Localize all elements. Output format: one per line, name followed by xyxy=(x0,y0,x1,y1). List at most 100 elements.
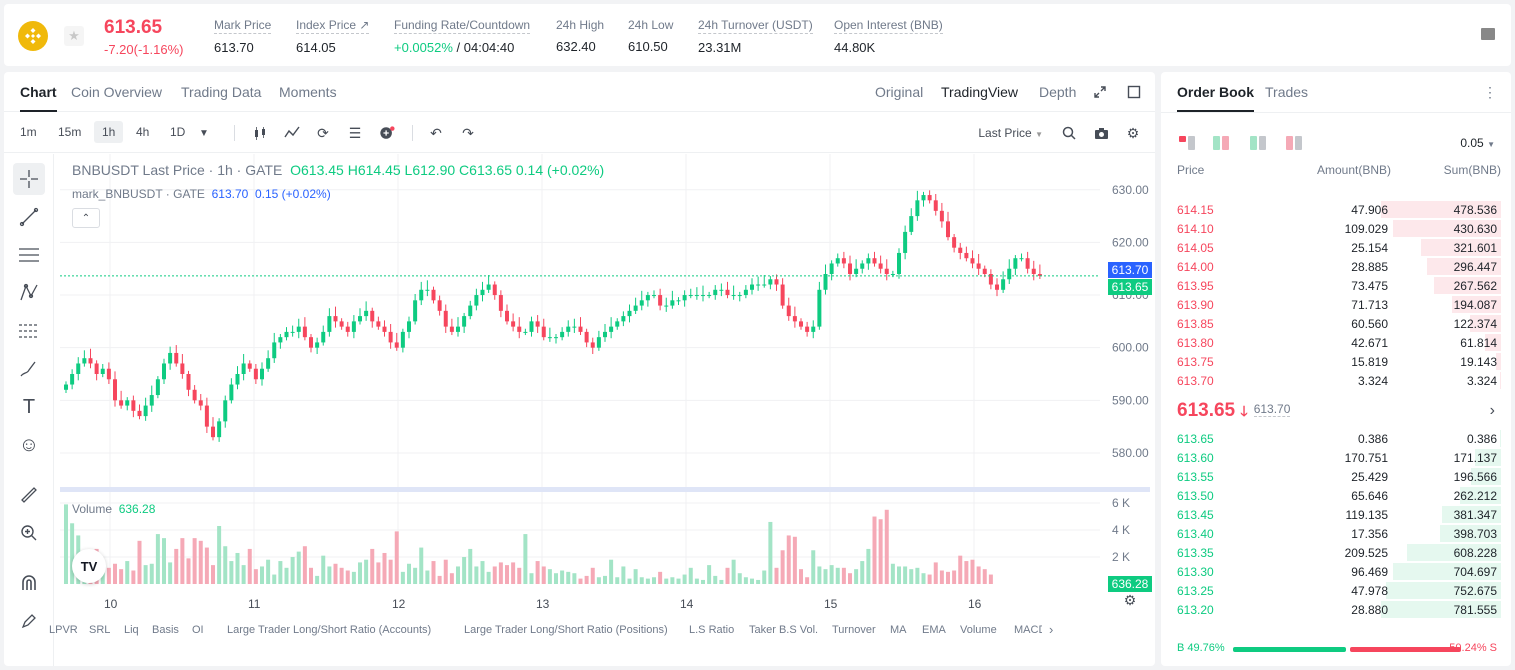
indicator-large-trader-accounts[interactable]: Large Trader Long/Short Ratio (Accounts) xyxy=(227,624,432,636)
bid-row[interactable]: 613.60 170.751 171.137 xyxy=(1161,448,1511,467)
bid-row[interactable]: 613.65 0.386 0.386 xyxy=(1161,429,1511,448)
timeframe-1d[interactable]: 1D xyxy=(170,125,186,139)
indicator-volume[interactable]: Volume xyxy=(960,624,997,636)
trend-line-icon[interactable] xyxy=(13,201,45,233)
chevron-right-icon[interactable]: › xyxy=(1489,402,1495,419)
guide-book-icon[interactable] xyxy=(1481,28,1495,40)
bid-row[interactable]: 613.50 65.646 262.212 xyxy=(1161,486,1511,505)
bid-row[interactable]: 613.30 96.469 704.697 xyxy=(1161,562,1511,581)
expand-icon[interactable] xyxy=(1092,84,1108,100)
ask-row[interactable]: 613.75 15.819 19.143 xyxy=(1161,352,1511,371)
more-menu-icon[interactable]: ⋮ xyxy=(1483,84,1497,100)
bid-row[interactable]: 613.40 17.356 398.703 xyxy=(1161,524,1511,543)
window-icon[interactable] xyxy=(1126,84,1142,100)
volume-bar xyxy=(315,575,320,584)
collapse-legend-button[interactable]: ⌃ xyxy=(72,208,100,228)
view-bids-icon[interactable] xyxy=(1250,136,1266,150)
stat-label[interactable]: Open Interest (BNB) xyxy=(834,18,943,34)
search-icon[interactable] xyxy=(1061,125,1077,141)
indicator-liq[interactable]: Liq xyxy=(124,624,139,636)
view-both-icon[interactable] xyxy=(1179,136,1195,150)
templates-icon[interactable]: ☰ xyxy=(348,124,362,141)
stat-label[interactable]: Index Price ↗ xyxy=(296,18,370,34)
indicator-taker-vol[interactable]: Taker B.S Vol. xyxy=(749,624,819,636)
stat-label[interactable]: 24h Turnover (USDT) xyxy=(698,18,813,34)
volume-bar xyxy=(174,548,179,584)
price-source-select[interactable]: Last Price ▼ xyxy=(978,126,1043,140)
indicator-turnover[interactable]: Turnover xyxy=(832,624,876,636)
bid-row[interactable]: 613.55 25.429 196.566 xyxy=(1161,467,1511,486)
mid-price[interactable]: 613.65 🡓 613.70 xyxy=(1177,400,1291,425)
tab-chart[interactable]: Chart xyxy=(20,84,57,112)
tick-size-select[interactable]: 0.05 ▼ xyxy=(1460,136,1495,150)
ruler-icon[interactable] xyxy=(13,479,45,511)
indicators-icon[interactable] xyxy=(284,125,300,141)
replay-icon[interactable]: ⟳ xyxy=(317,124,329,141)
tab-coin-overview[interactable]: Coin Overview xyxy=(71,84,163,100)
chevron-down-icon[interactable]: ▼ xyxy=(199,127,209,139)
ask-row[interactable]: 613.85 60.560 122.374 xyxy=(1161,314,1511,333)
emoji-icon[interactable]: ☺ xyxy=(18,433,40,456)
indicator-ls-ratio[interactable]: L.S Ratio xyxy=(689,624,735,636)
timeframe-4h[interactable]: 4h xyxy=(136,125,150,139)
ask-row[interactable]: 614.00 28.885 296.447 xyxy=(1161,257,1511,276)
indicator-srl[interactable]: SRL xyxy=(89,624,111,636)
magnet-icon[interactable] xyxy=(13,567,45,599)
timeframe-1m[interactable]: 1m xyxy=(20,125,37,139)
camera-icon[interactable] xyxy=(1093,125,1109,141)
brush-icon[interactable] xyxy=(13,353,45,385)
bid-row[interactable]: 613.35 209.525 608.228 xyxy=(1161,543,1511,562)
candle-type-icon[interactable] xyxy=(252,125,268,141)
redo-icon[interactable]: ↷ xyxy=(462,124,474,141)
stat-label[interactable]: Funding Rate/Countdown xyxy=(394,18,531,34)
tab-trading-data[interactable]: Trading Data xyxy=(181,84,262,100)
undo-icon[interactable]: ↶ xyxy=(430,124,442,141)
indicator-ma[interactable]: MA xyxy=(890,624,907,636)
view-original[interactable]: Original xyxy=(875,84,924,100)
ask-row[interactable]: 614.15 47.906 478.536 xyxy=(1161,200,1511,219)
indicator-large-trader-positions[interactable]: Large Trader Long/Short Ratio (Positions… xyxy=(464,624,668,636)
tab-trades[interactable]: Trades xyxy=(1265,84,1309,100)
add-alert-icon[interactable] xyxy=(379,125,395,141)
indicator-oi[interactable]: OI xyxy=(192,624,204,636)
settings-gear-icon[interactable]: ⚙ xyxy=(1126,124,1140,141)
zoom-in-icon[interactable] xyxy=(13,517,45,549)
ask-row[interactable]: 614.05 25.154 321.601 xyxy=(1161,238,1511,257)
chevron-right-icon[interactable]: › xyxy=(1049,622,1054,637)
view-asks-icon[interactable] xyxy=(1286,136,1302,150)
text-tool-icon[interactable]: T xyxy=(22,395,36,418)
candle xyxy=(88,358,93,364)
ask-row[interactable]: 614.10 109.029 430.630 xyxy=(1161,219,1511,238)
view-bids-asks-icon[interactable] xyxy=(1213,136,1229,150)
indicator-macd[interactable]: MACD xyxy=(1014,624,1042,636)
indicator-lpvr[interactable]: LPVR xyxy=(49,624,78,636)
bid-row[interactable]: 613.45 119.135 381.347 xyxy=(1161,505,1511,524)
bid-row[interactable]: 613.25 47.978 752.675 xyxy=(1161,581,1511,600)
candle xyxy=(848,263,852,274)
stat-label[interactable]: Mark Price xyxy=(214,18,272,34)
pattern-icon[interactable] xyxy=(13,277,45,309)
fib-icon[interactable] xyxy=(13,315,45,347)
view-tradingview[interactable]: TradingView xyxy=(941,84,1019,100)
timeframe-1h[interactable]: 1h xyxy=(94,121,124,143)
chart-settings-icon[interactable]: ⚙ xyxy=(1123,591,1137,608)
horizontal-lines-icon[interactable] xyxy=(13,239,45,271)
pencil-lock-icon[interactable] xyxy=(13,605,45,637)
ask-row[interactable]: 613.95 73.475 267.562 xyxy=(1161,276,1511,295)
tradingview-logo[interactable]: TV xyxy=(72,549,106,583)
bid-row[interactable]: 613.20 28.880 781.555 xyxy=(1161,600,1511,619)
tab-order-book[interactable]: Order Book xyxy=(1177,84,1255,112)
indicator-basis[interactable]: Basis xyxy=(152,624,179,636)
favorite-star-icon[interactable]: ★ xyxy=(64,26,84,46)
tab-moments[interactable]: Moments xyxy=(279,84,337,100)
view-depth[interactable]: Depth xyxy=(1039,84,1077,100)
ask-row[interactable]: 613.80 42.671 61.814 xyxy=(1161,333,1511,352)
timeframe-15m[interactable]: 15m xyxy=(58,125,82,139)
indicator-ema[interactable]: EMA xyxy=(922,624,946,636)
ask-row[interactable]: 613.70 3.324 3.324 xyxy=(1161,371,1511,390)
crosshair-icon[interactable] xyxy=(13,163,45,195)
ask-row[interactable]: 613.90 71.713 194.087 xyxy=(1161,295,1511,314)
volume-bar xyxy=(964,561,969,584)
